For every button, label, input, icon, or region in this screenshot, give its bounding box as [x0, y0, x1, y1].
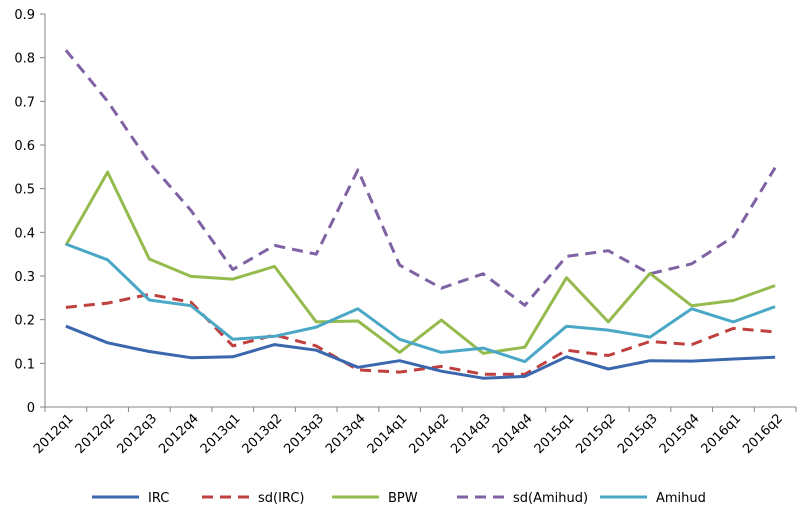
- y-tick-label: 0.1: [14, 357, 35, 372]
- legend-label: BPW: [388, 491, 418, 506]
- x-tick-label: 2013q1: [198, 411, 244, 457]
- series-line-amihud: [65, 242, 776, 364]
- y-tick-label: 0.8: [14, 52, 35, 67]
- x-tick-label: 2012q3: [114, 411, 160, 457]
- y-tick-label: 0: [27, 401, 35, 416]
- x-axis: 2012q12012q22012q32012q42013q12013q22013…: [31, 406, 797, 457]
- x-tick-label: 2014q1: [365, 411, 411, 457]
- y-tick-label: 0.6: [14, 139, 35, 154]
- x-tick-label: 2012q4: [156, 411, 202, 457]
- y-tick-label: 0.3: [14, 270, 35, 285]
- legend: IRC sd(IRC) BPW sd(Amihud) Amihud: [92, 491, 706, 506]
- legend-label: IRC: [148, 491, 169, 506]
- y-tick-label: 0.4: [14, 226, 35, 241]
- y-tick-label: 0.7: [14, 95, 35, 110]
- x-tick-label: 2015q1: [532, 411, 578, 457]
- x-tick-label: 2014q3: [448, 411, 494, 457]
- series-layer: [64, 49, 777, 380]
- y-tick-label: 0.5: [14, 183, 35, 198]
- x-tick-label: 2015q2: [573, 411, 619, 457]
- series-line-sd-irc: [65, 292, 776, 376]
- x-tick-label: 2012q1: [31, 411, 77, 457]
- x-tick-label: 2013q4: [323, 411, 369, 457]
- x-tick-label: 2014q2: [407, 411, 453, 457]
- legend-label: sd(IRC): [258, 491, 304, 506]
- series-line-sd-amihud: [64, 49, 777, 307]
- x-tick-label: 2013q3: [281, 411, 327, 457]
- series-line-bpw: [64, 170, 776, 355]
- legend-label: sd(Amihud): [513, 491, 588, 506]
- y-axis: 0 0.1 0.2 0.3 0.4 0.5 0.6 0.7 0.8 0.9: [14, 8, 46, 416]
- x-tick-label: 2015q3: [615, 411, 661, 457]
- y-tick-label: 0.9: [14, 8, 35, 23]
- series-line-irc: [65, 324, 776, 380]
- x-tick-label: 2016q2: [740, 411, 786, 457]
- x-tick-label: 2012q2: [73, 411, 119, 457]
- x-tick-label: 2016q1: [699, 411, 745, 457]
- x-tick-label: 2015q4: [657, 411, 703, 457]
- x-tick-label: 2014q4: [490, 411, 536, 457]
- legend-label: Amihud: [656, 491, 706, 506]
- y-tick-label: 0.2: [14, 314, 35, 329]
- x-tick-label: 2013q2: [240, 411, 286, 457]
